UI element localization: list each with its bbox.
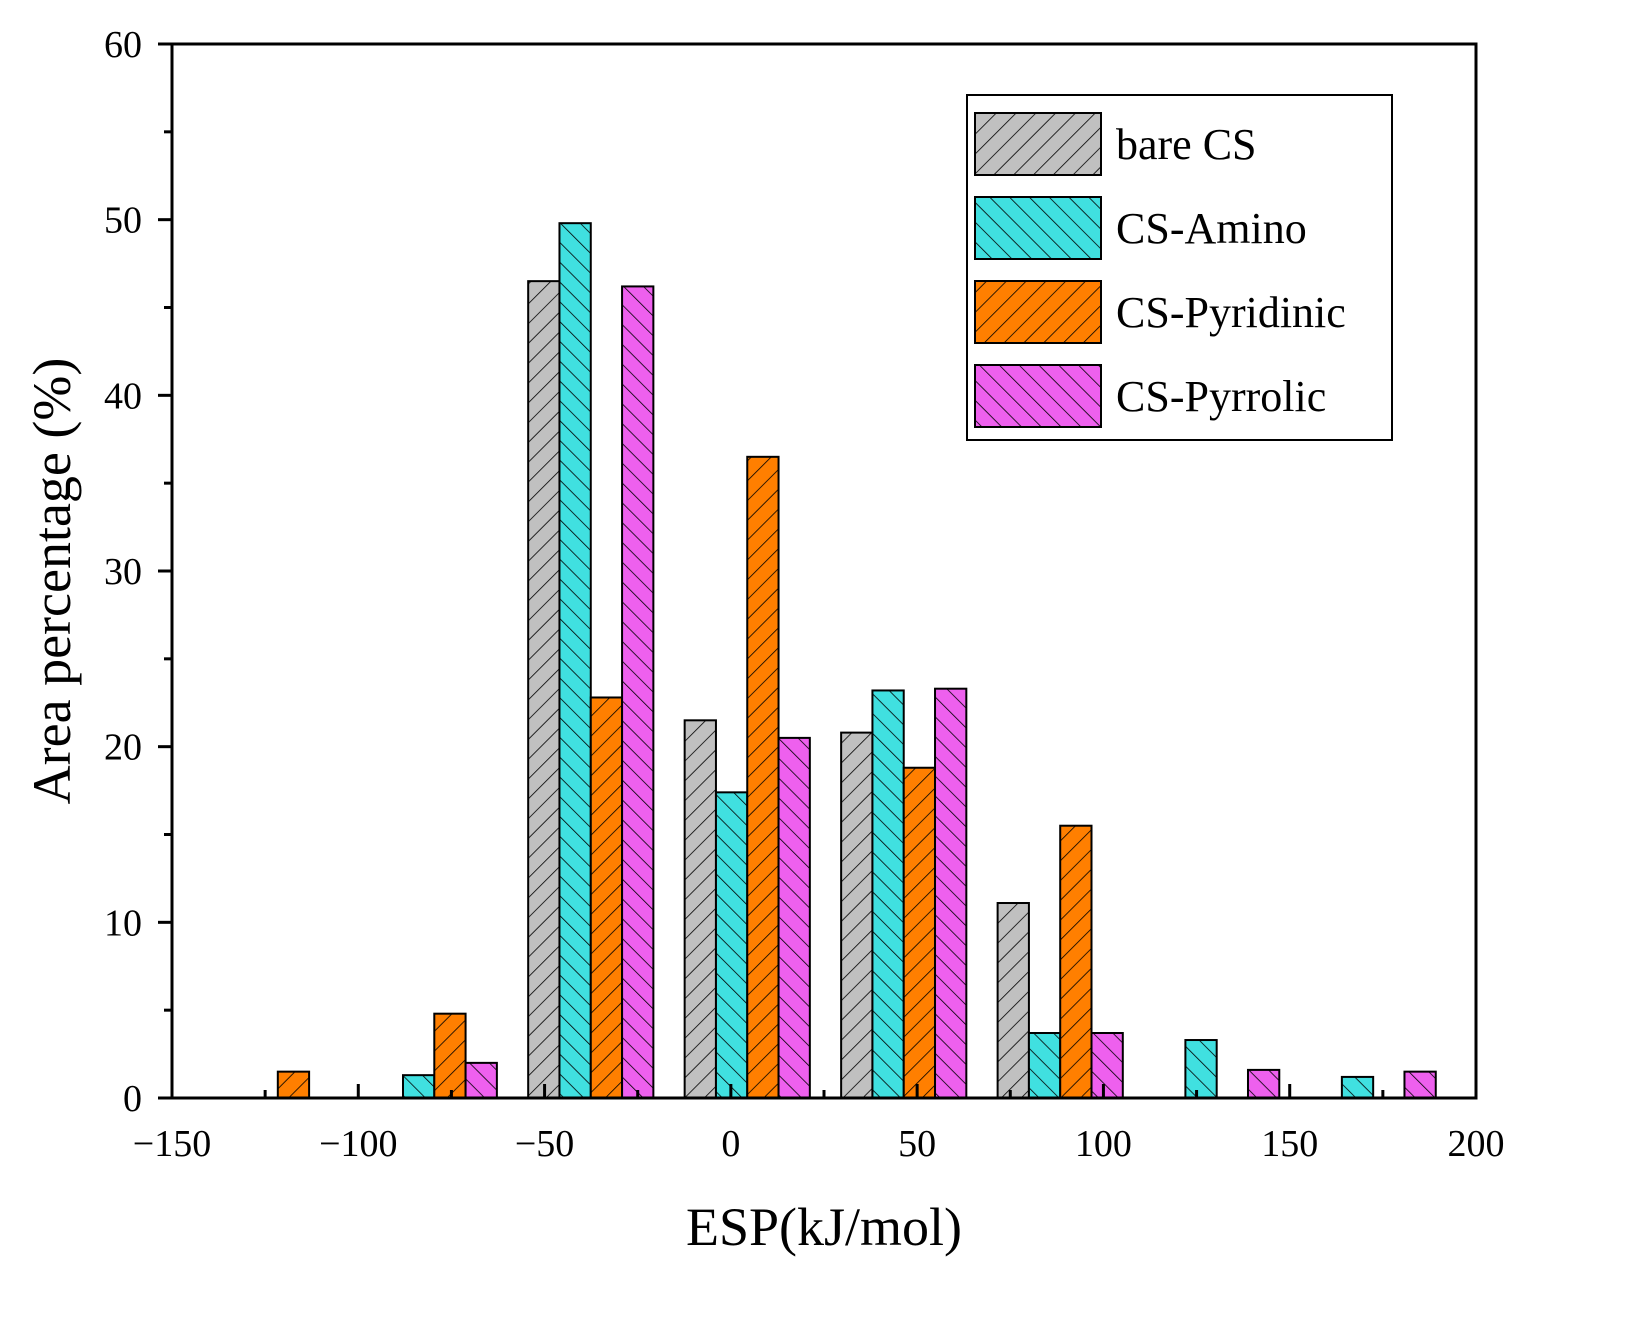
bar-outline: [1027, 1032, 1062, 1099]
y-tick-label: 40: [104, 375, 142, 417]
bar-outline: [1340, 1075, 1375, 1100]
x-axis-ticks: −150 −100 −50 0 50 100 150 200: [133, 1084, 1505, 1165]
x-tick-label: −100: [319, 1123, 397, 1165]
bar-outline: [1090, 1032, 1124, 1099]
bar-outline: [1059, 824, 1093, 1099]
bar-outline: [683, 719, 717, 1099]
bar-outline: [714, 791, 749, 1100]
bar-cs-pyridinic-1: [433, 1012, 467, 1099]
bar-cs-pyridinic-3: [746, 455, 780, 1100]
bar-cs-pyridinic-4: [902, 766, 937, 1099]
bar-cs-pyrrolic-6: [1403, 1070, 1437, 1100]
legend-swatch: [974, 112, 1102, 176]
bar-outline: [433, 1012, 467, 1099]
bar-bare-cs-1: [683, 719, 717, 1099]
bar-outline: [871, 689, 905, 1099]
y-axis-title: Area percentage (%): [22, 358, 82, 805]
bar-outline: [777, 736, 811, 1100]
legend-items: bare CS CS-Amino CS-Pyridinic CS-Pyrrolic: [974, 112, 1346, 428]
bar-cs-pyrrolic-5: [1246, 1068, 1281, 1099]
bar-outline: [1246, 1068, 1281, 1099]
y-tick-label: 0: [123, 1078, 142, 1120]
bar-cs-pyrrolic-4: [1090, 1032, 1124, 1099]
bar-outline: [621, 285, 655, 1100]
x-tick-label: −50: [515, 1123, 574, 1165]
legend: bare CS CS-Amino CS-Pyridinic CS-Pyrrolic: [966, 94, 1393, 441]
bar-outline: [746, 455, 780, 1100]
bar-cs-amino-6: [1340, 1075, 1375, 1100]
legend-label: CS-Pyrrolic: [1116, 372, 1326, 421]
x-tick-label: 200: [1448, 1123, 1505, 1165]
bar-outline: [401, 1074, 436, 1099]
bar-cs-amino-5: [1184, 1039, 1218, 1100]
bar-cs-amino-2: [714, 791, 749, 1100]
bar-cs-amino-1: [558, 222, 592, 1099]
bar-cs-pyrrolic-0: [464, 1061, 498, 1100]
bars-layer: [276, 222, 1437, 1100]
y-axis-ticks: 0 10 20 30 40 50 60: [104, 24, 172, 1120]
bar-outline: [934, 687, 968, 1099]
series-bare-cs: [527, 280, 1030, 1100]
bar-outline: [276, 1070, 311, 1100]
legend-swatch: [974, 280, 1102, 344]
bar-bare-cs-2: [840, 731, 874, 1099]
x-tick-label: 150: [1261, 1123, 1318, 1165]
bar-outline: [527, 280, 561, 1099]
bar-cs-amino-0: [401, 1074, 436, 1099]
bar-cs-pyridinic-5: [1059, 824, 1093, 1099]
bar-outline: [902, 766, 937, 1099]
y-tick-label: 10: [104, 902, 142, 944]
x-tick-label: 0: [721, 1123, 740, 1165]
bar-cs-pyrrolic-3: [934, 687, 968, 1099]
y-tick-label: 50: [104, 200, 142, 242]
bar-outline: [840, 731, 874, 1099]
legend-swatch: [974, 364, 1102, 428]
bar-cs-pyridinic-2: [589, 696, 624, 1099]
legend-item-cs-pyridinic: CS-Pyridinic: [974, 280, 1346, 344]
x-tick-label: −150: [133, 1123, 211, 1165]
bar-cs-pyrrolic-2: [777, 736, 811, 1100]
bar-outline: [558, 222, 592, 1099]
legend-item-cs-amino: CS-Amino: [974, 196, 1307, 260]
legend-label: CS-Pyridinic: [1116, 288, 1346, 337]
bar-outline: [1184, 1039, 1218, 1100]
x-tick-label: 100: [1075, 1123, 1132, 1165]
legend-swatch: [974, 196, 1102, 260]
legend-item-cs-pyrrolic: CS-Pyrrolic: [974, 364, 1326, 428]
legend-label: CS-Amino: [1116, 204, 1307, 253]
bar-outline: [1403, 1070, 1437, 1100]
bar-cs-amino-3: [871, 689, 905, 1099]
bar-outline: [589, 696, 624, 1099]
series-cs-amino: [401, 222, 1375, 1100]
bar-cs-amino-4: [1027, 1032, 1062, 1099]
legend-item-bare-cs: bare CS: [974, 112, 1257, 176]
bar-cs-pyridinic-0: [276, 1070, 311, 1100]
bar-bare-cs-3: [996, 902, 1030, 1100]
bar-outline: [996, 902, 1030, 1100]
bar-bare-cs-0: [527, 280, 561, 1099]
x-tick-label: 50: [898, 1123, 936, 1165]
y-tick-label: 60: [104, 24, 142, 66]
bar-outline: [464, 1061, 498, 1100]
x-axis-title: ESP(kJ/mol): [686, 1197, 962, 1257]
bar-cs-pyrrolic-1: [621, 285, 655, 1100]
legend-label: bare CS: [1116, 120, 1257, 169]
y-tick-label: 30: [104, 551, 142, 593]
y-tick-label: 20: [104, 727, 142, 769]
